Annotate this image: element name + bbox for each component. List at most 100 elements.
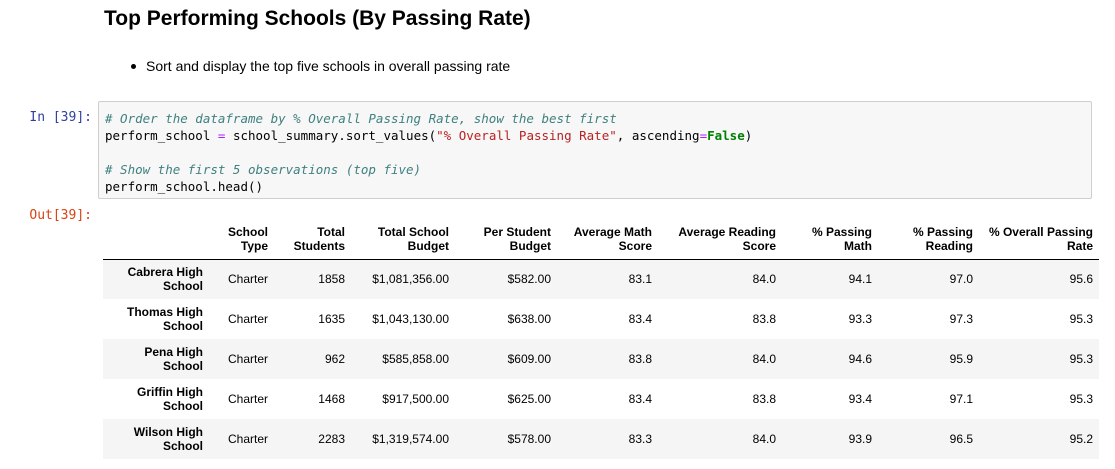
table-cell: 95.3: [1069, 352, 1093, 366]
column-header-text: Math: [844, 238, 872, 253]
column-header: % Passing Math: [782, 222, 878, 260]
table-cell: $1,043,130.00: [372, 312, 449, 326]
table-cell: Charter: [227, 312, 268, 326]
row-index-text: School: [162, 319, 203, 333]
row-index: Thomas High School: [103, 299, 209, 339]
table-cell: 93.3: [848, 312, 872, 326]
code-text[interactable]: # Order the dataframe by % Overall Passi…: [99, 102, 1091, 195]
column-header-text: Reading: [925, 238, 973, 253]
column-header-text: Average Reading: [678, 224, 776, 239]
code-operator: =: [217, 128, 226, 143]
code-cell-editor[interactable]: # Order the dataframe by % Overall Passi…: [98, 101, 1092, 199]
column-header: Per Student Budget: [455, 222, 557, 260]
code-operator: =: [699, 128, 708, 143]
table-cell: $609.00: [507, 352, 551, 366]
table-row: Wilson High School Charter 2283 $1,319,574.0…: [103, 419, 1099, 459]
table-cell: 84.0: [752, 352, 776, 366]
table-cell: Charter: [227, 432, 268, 446]
column-header: Total Students: [274, 222, 351, 260]
dataframe-table: School Type Total Students Total School Budge…: [103, 222, 1099, 459]
table-cell: 2283: [318, 432, 345, 446]
column-header-text: Total School: [377, 224, 449, 239]
column-header-text: Budget: [509, 238, 551, 253]
column-header: Total School Budget: [351, 222, 455, 260]
input-prompt: In [39]:: [29, 110, 92, 125]
column-header-text: % Passing: [811, 224, 872, 239]
row-index-text: School: [162, 279, 203, 294]
section-heading: Top Performing Schools (By Passing Rate): [104, 7, 531, 30]
row-index: Wilson High School: [103, 419, 209, 459]
bullet-list: Sort and display the top five schools in…: [120, 57, 510, 75]
table-cell: 96.5: [949, 432, 973, 446]
column-header-text: Rate: [1066, 238, 1093, 253]
column-header-text: Total: [317, 224, 345, 239]
column-header: % Passing Reading: [878, 222, 979, 260]
code-keyword: False: [707, 128, 745, 143]
row-index-text: Pena High: [144, 345, 203, 359]
table-cell: $582.00: [507, 272, 551, 287]
table-cell: 83.4: [628, 392, 652, 406]
code-comment: # Order the dataframe by % Overall Passi…: [105, 111, 617, 126]
column-header-text: Budget: [407, 238, 449, 253]
table-cell: 95.9: [949, 352, 973, 366]
table-cell: 95.3: [1069, 312, 1093, 326]
bullet-text: Sort and display the top five schools in…: [146, 58, 511, 74]
table-cell: $1,319,574.00: [372, 432, 449, 446]
table-cell: 1468: [318, 392, 345, 406]
table-cell: 83.8: [628, 352, 652, 366]
table-cell: 84.0: [752, 432, 776, 446]
row-index-text: School: [162, 439, 203, 453]
table-cell: 84.0: [752, 272, 776, 287]
table-header: School Type Total Students Total School Budge…: [103, 222, 1099, 260]
table-body: Cabrera High School Charter 1858 $1,081,356.…: [103, 259, 1099, 459]
code-token: school_summary.sort_values(: [225, 128, 437, 143]
table-cell: $578.00: [507, 432, 551, 446]
code-token: ): [744, 128, 753, 143]
table-cell: 97.0: [949, 272, 973, 287]
row-index-text: Cabrera High: [127, 265, 203, 280]
row-index: Cabrera High School: [103, 259, 209, 299]
table-row: Pena High School Charter 962 $585,858.00 $609…: [103, 339, 1099, 379]
table-cell: 94.6: [848, 352, 872, 366]
table-cell: 94.1: [848, 272, 872, 287]
table-cell: $1,081,356.00: [372, 272, 449, 287]
table-row: Griffin High School Charter 1468 $917,500.00…: [103, 379, 1099, 419]
bullet-item: Sort and display the top five schools in…: [120, 57, 510, 75]
output-prompt: Out[39]:: [29, 208, 92, 223]
table-row: Cabrera High School Charter 1858 $1,081,356.…: [103, 259, 1099, 299]
column-header: School Type: [209, 222, 274, 260]
column-header: % Overall Passing Rate: [979, 222, 1099, 260]
row-index-text: Griffin High: [137, 385, 203, 399]
row-index: Pena High School: [103, 339, 209, 379]
column-header-text: Score: [618, 238, 652, 253]
table-cell: 1858: [318, 272, 345, 287]
table-cell: Charter: [227, 392, 268, 406]
table-cell: 83.4: [628, 312, 652, 326]
column-header-text: Score: [742, 238, 776, 253]
table-cell: Charter: [227, 272, 268, 287]
table-cell: 97.1: [949, 392, 973, 406]
index-header: [103, 222, 209, 260]
column-header-text: Per Student: [483, 224, 551, 239]
row-index-text: School: [162, 359, 203, 373]
table-cell: $638.00: [507, 312, 551, 326]
row-index: Griffin High School: [103, 379, 209, 419]
code-comment: # Show the first 5 observations (top fiv…: [105, 162, 422, 177]
table-cell: 83.1: [628, 272, 652, 287]
table-cell: Charter: [227, 352, 268, 366]
table-row: Thomas High School Charter 1635 $1,043,130.0…: [103, 299, 1099, 339]
column-header-text: % Passing: [912, 224, 973, 239]
column-header-text: Students: [293, 238, 345, 253]
column-header: Average Reading Score: [658, 222, 782, 260]
table-cell: 83.3: [628, 432, 652, 446]
table-cell: 95.6: [1069, 272, 1093, 287]
column-header-text: % Overall Passing: [988, 224, 1093, 239]
table-cell: 95.3: [1069, 392, 1093, 406]
row-index-text: School: [162, 399, 203, 413]
column-header-text: School: [227, 224, 268, 239]
row-index-text: Wilson High: [133, 425, 203, 439]
table-cell: 93.4: [848, 392, 872, 406]
code-token: perform_school.head(): [105, 179, 264, 194]
table-cell: 97.3: [949, 312, 973, 326]
column-header-text: Type: [240, 238, 268, 253]
